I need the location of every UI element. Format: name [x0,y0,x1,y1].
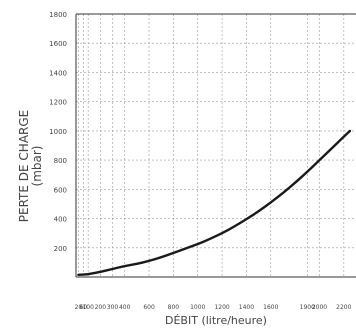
x-tick-label: 400 [119,304,131,311]
axes [75,13,356,278]
x-tick-label: 2000 [312,304,327,311]
x-tick-label: 100 [82,304,94,311]
x-tick-label: 200 [95,304,107,311]
y-tick-label: 1400 [49,69,67,77]
x-tick-label: 1600 [263,304,278,311]
y-axis-unit: (mbar) [30,146,44,187]
grid [76,13,356,277]
x-tick-label: 1400 [239,304,254,311]
x-tick-label: 800 [168,304,180,311]
x-axis-label: DÉBIT (litre/heure) [165,314,267,327]
y-tick-label: 200 [54,245,67,253]
y-tick-label: 1600 [49,40,67,48]
x-tick-label: 1900 [300,304,315,311]
y-tick-label: 600 [54,186,67,194]
y-tick-label: 800 [54,157,67,165]
y-tick-label: 1000 [49,128,67,136]
y-tick-label: 400 [54,216,67,224]
x-tick-label: 60 [79,304,87,311]
x-tick-label: 600 [143,304,155,311]
series-line [77,129,352,276]
x-tick-label: 2200 [336,304,351,311]
y-tick-label: 1200 [49,99,67,107]
x-tick-label: 300 [107,304,119,311]
x-tick-label: 1000 [190,304,205,311]
x-tick-label: 20 [75,304,83,311]
x-tick-label: 1200 [214,304,229,311]
y-axis-label: PERTE DE CHARGE [17,110,31,222]
y-tick-label: 1800 [49,11,67,19]
series [77,129,352,276]
